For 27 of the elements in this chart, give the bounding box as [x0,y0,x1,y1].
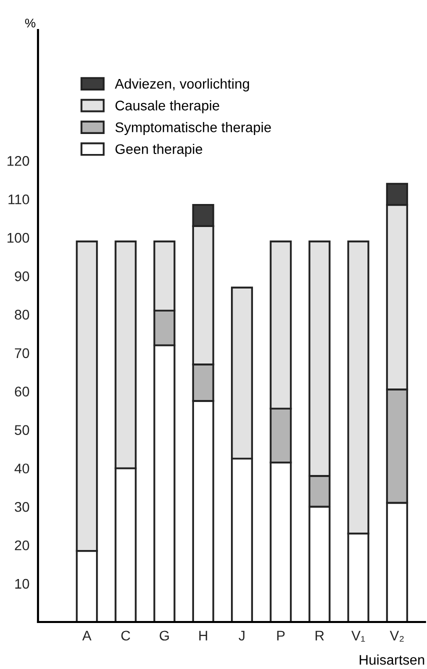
x-tick-label: A [82,630,92,640]
x-tick-label: C [121,630,130,641]
legend-label: Causale therapie [116,100,220,114]
legend-label: Adviezen, voorlichting [114,78,250,92]
x-tick-label: H [199,630,208,640]
y-tick-label: 40 [14,464,30,474]
x-tick-label: P [277,630,285,640]
y-axis-title: % [25,18,36,28]
x-axis-title: Huisartsen [360,654,424,665]
y-tick-label: 120 [8,156,30,166]
y-tick-label: 60 [14,386,30,397]
x-tick-label: G [160,630,169,641]
legend-label: Geen therapie [115,144,202,157]
y-tick-label: 100 [8,232,30,243]
y-tick-label: 110 [8,194,30,204]
x-tick-label: J [238,630,244,641]
y-tick-label: 10 [15,578,30,589]
y-tick-label: 80 [14,310,30,320]
x-tick-label: R [316,630,324,640]
y-tick-label: 30 [14,502,30,512]
legend-label: Symptomatische therapie [115,122,271,135]
x-tick-label: V₁ [351,630,365,642]
y-tick-label: 70 [14,348,30,358]
y-tick-label: 20 [14,540,30,550]
y-tick-label: 50 [14,425,30,435]
x-tick-label: V₂ [390,630,404,642]
y-tick-label: 90 [14,271,30,282]
